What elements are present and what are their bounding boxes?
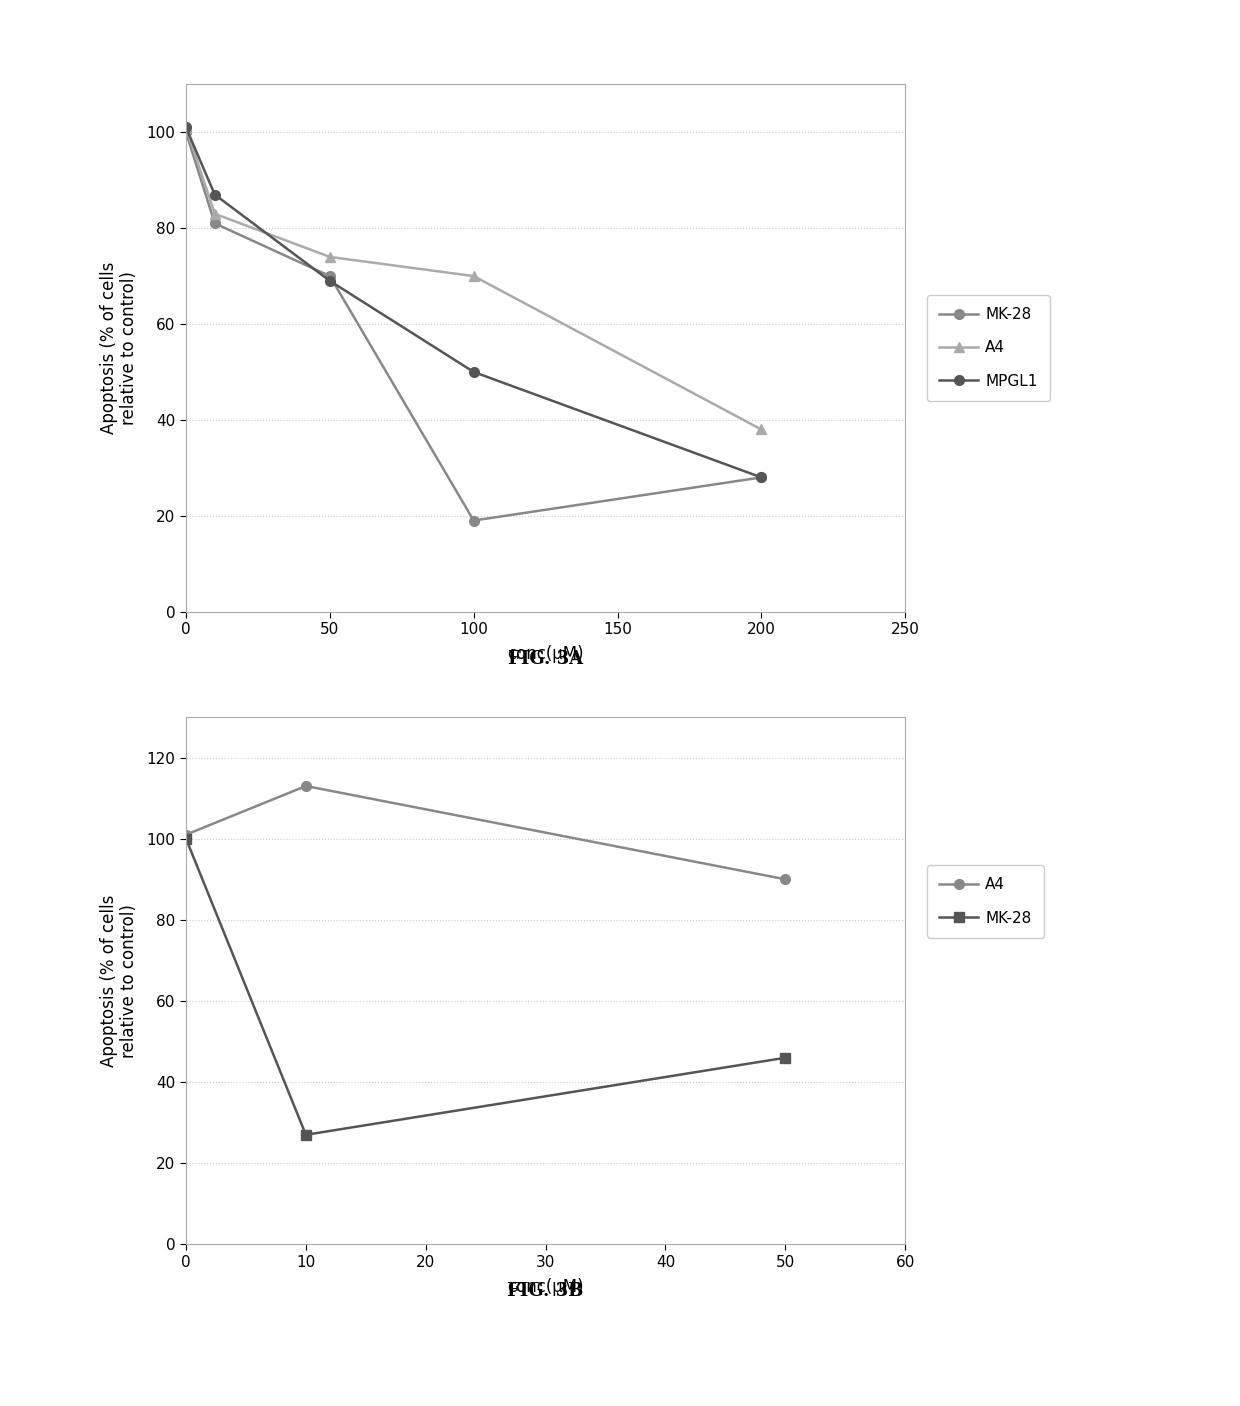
MK-28 (466, 512, 481, 529)
MPGL1 (179, 120, 193, 136)
MPGL1 (754, 470, 769, 486)
Legend: A4, MK-28: A4, MK-28 (928, 865, 1044, 938)
Text: FIG. 3B: FIG. 3B (507, 1282, 584, 1301)
A4 (322, 249, 337, 266)
MK-28 (179, 124, 193, 141)
Y-axis label: Apoptosis (% of cells
relative to control): Apoptosis (% of cells relative to contro… (99, 894, 139, 1067)
MK-28 (754, 470, 769, 486)
MPGL1 (322, 273, 337, 290)
MK-28 (207, 215, 222, 232)
MK-28 (179, 831, 193, 848)
X-axis label: conc(μM): conc(μM) (507, 645, 584, 664)
Line: MPGL1: MPGL1 (181, 122, 766, 482)
X-axis label: conc(μM): conc(μM) (507, 1278, 584, 1296)
MK-28 (777, 1049, 792, 1066)
MPGL1 (466, 364, 481, 381)
A4 (207, 205, 222, 222)
Y-axis label: Apoptosis (% of cells
relative to control): Apoptosis (% of cells relative to contro… (99, 262, 139, 434)
Line: A4: A4 (181, 782, 790, 884)
Line: A4: A4 (181, 122, 766, 434)
Legend: MK-28, A4, MPGL1: MK-28, A4, MPGL1 (928, 295, 1050, 401)
MK-28 (299, 1126, 314, 1143)
MPGL1 (207, 186, 222, 202)
Line: MK-28: MK-28 (181, 834, 790, 1140)
A4 (179, 827, 193, 844)
Line: MK-28: MK-28 (181, 128, 766, 526)
A4 (466, 267, 481, 284)
A4 (179, 120, 193, 136)
A4 (777, 870, 792, 887)
MK-28 (322, 267, 337, 284)
A4 (754, 420, 769, 437)
Text: FIG. 3A: FIG. 3A (508, 650, 583, 668)
A4 (299, 778, 314, 794)
